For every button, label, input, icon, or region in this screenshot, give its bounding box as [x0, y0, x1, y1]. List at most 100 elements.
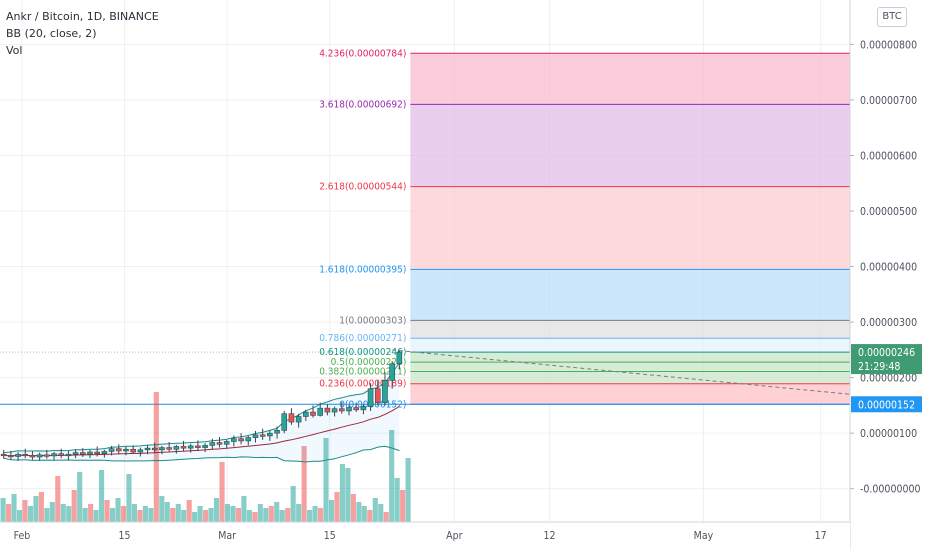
candle-body: [360, 406, 367, 411]
volume-bar: [159, 496, 165, 522]
volume-bar: [350, 494, 356, 522]
volume-bar: [296, 504, 302, 522]
volume-bar: [5, 504, 12, 522]
x-tick-label: Feb: [14, 530, 31, 542]
candle-body: [245, 437, 252, 442]
y-tick-label: 0.00000600: [860, 150, 917, 162]
candle-body: [396, 351, 403, 365]
volume-bar: [219, 462, 225, 522]
candle-body: [223, 441, 230, 445]
volume-bar: [38, 492, 44, 522]
volume-bar: [71, 490, 77, 522]
volume-bar: [93, 510, 99, 522]
volume-bar: [389, 430, 395, 522]
candle-body: [0, 453, 7, 457]
volume-bar: [263, 508, 269, 522]
volume-label[interactable]: Vol: [6, 44, 23, 57]
candle-body: [65, 453, 72, 457]
candle-body: [123, 448, 129, 452]
volume-bar: [197, 506, 203, 522]
volume-bar: [186, 500, 192, 522]
fib-level-label: 0.382(0.00000211): [319, 367, 406, 378]
candle-body: [130, 448, 136, 453]
fib-zone: [410, 371, 850, 384]
volume-bar: [312, 506, 318, 522]
volume-bar: [230, 506, 236, 522]
volume-bar: [307, 510, 313, 522]
volume-bar: [164, 502, 170, 522]
y-tick-label: 0.00000500: [860, 206, 917, 218]
candle-body: [303, 411, 309, 417]
volume-bar: [345, 468, 351, 522]
symbol-title[interactable]: Ankr / Bitcoin, 1D, BINANCE: [6, 10, 159, 23]
bollinger-bands-label[interactable]: BB (20, close, 2): [6, 27, 97, 40]
level-price-tag: [851, 396, 922, 413]
volume-bar: [104, 500, 110, 522]
candle-body: [353, 407, 359, 411]
candle-body: [180, 446, 187, 449]
volume-bar: [208, 508, 214, 522]
fib-level-label: 4.236(0.00000784): [319, 48, 406, 59]
x-tick-label: 17: [815, 530, 827, 542]
volume-bar: [66, 506, 72, 522]
candle-body: [80, 452, 86, 455]
candle-body: [238, 438, 244, 442]
y-tick-label: 0.00000800: [860, 39, 917, 51]
price-axis-bg: [850, 0, 932, 550]
volume-bar: [77, 472, 83, 522]
volume-bar: [394, 478, 400, 522]
volume-bar: [290, 486, 296, 522]
bb-upper-line: [3, 362, 400, 454]
candle-body: [195, 445, 201, 448]
volume-bar: [120, 506, 127, 522]
candle-body: [187, 445, 194, 449]
volume-bar: [99, 470, 105, 522]
volume-bar: [328, 500, 335, 522]
candle-body: [209, 442, 216, 446]
candle-body: [252, 434, 259, 438]
candle-body: [166, 447, 172, 450]
fib-level-label: 0.618(0.00000246): [319, 347, 406, 358]
candle-body: [8, 455, 14, 458]
candle-body: [29, 455, 36, 458]
fib-zone: [410, 383, 850, 405]
volume-bar: [192, 512, 198, 522]
candle-body: [389, 363, 395, 381]
fib-zone: [410, 362, 850, 372]
fib-zone: [410, 338, 850, 353]
volume-bar: [55, 476, 61, 522]
y-tick-label: 0.00000200: [860, 373, 917, 385]
volume-bar: [235, 508, 241, 522]
candle-countdown: 21:29:48: [858, 361, 900, 373]
volume-bar: [317, 508, 324, 522]
currency-badge[interactable]: BTC: [877, 7, 907, 27]
volume-bar: [224, 504, 231, 522]
last-price-value: 0.00000246: [858, 347, 915, 359]
volume-bar: [33, 496, 39, 522]
volume-bar: [203, 510, 209, 522]
volume-bar: [372, 498, 378, 522]
fib-level-label: 1.618(0.00000395): [319, 264, 406, 275]
last-price-tag: [851, 344, 922, 375]
volume-bar: [274, 502, 280, 522]
volume-bar: [252, 512, 258, 522]
volume-bar: [27, 506, 33, 522]
volume-bar: [126, 474, 132, 522]
candle-body: [44, 454, 50, 457]
candle-body: [295, 416, 302, 423]
volume-bar: [88, 504, 94, 522]
volume-bar: [383, 512, 389, 522]
bb-lower-line: [3, 445, 400, 463]
candle-body: [15, 453, 21, 457]
candle-body: [137, 449, 144, 453]
volume-bar: [323, 438, 329, 522]
fib-zone: [410, 186, 850, 270]
candle-body: [202, 445, 208, 448]
volume-bar: [22, 500, 28, 522]
time-axis-bg: [0, 522, 850, 550]
volume-bar: [367, 510, 373, 522]
volume-bar: [339, 464, 345, 522]
candle-body: [324, 407, 331, 413]
candle-body: [101, 451, 108, 454]
